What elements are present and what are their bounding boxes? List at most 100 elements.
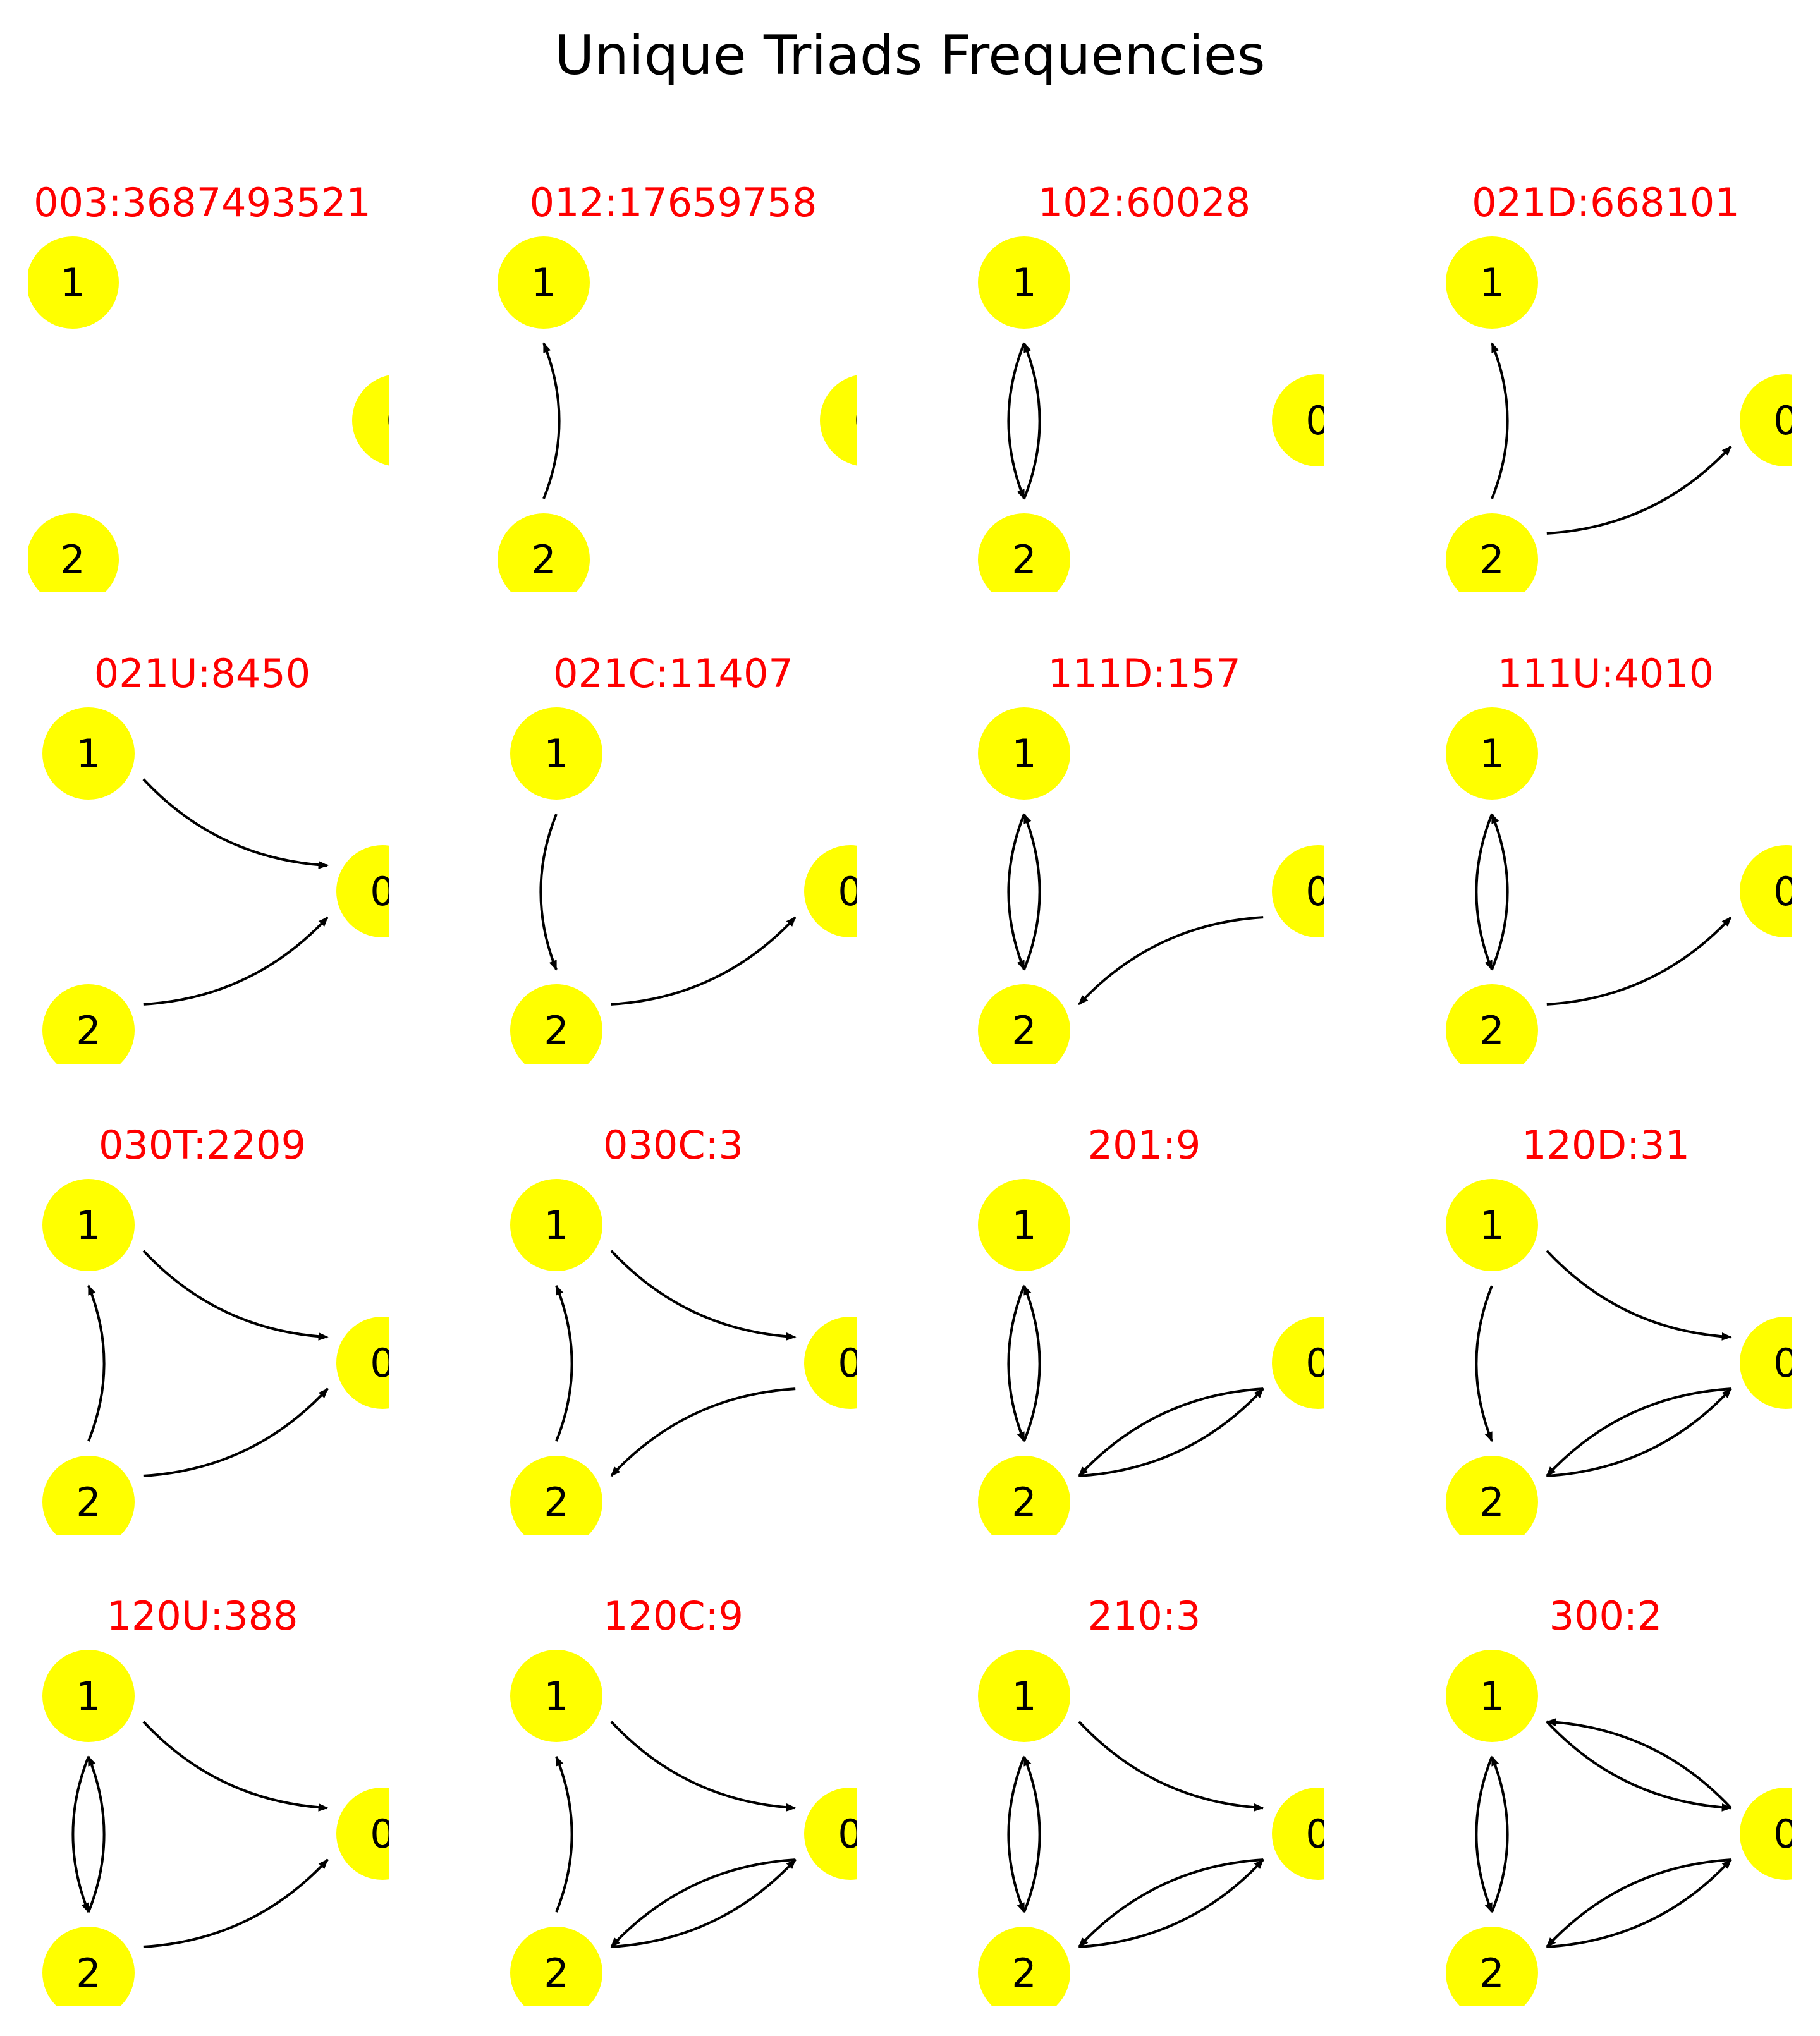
panel-title: 120U:388 xyxy=(107,1593,298,1639)
node-2 xyxy=(510,984,602,1064)
node-1-label: 1 xyxy=(544,731,568,777)
edge-0-to-2 xyxy=(1546,1858,1731,1948)
panel-title: 201:9 xyxy=(1088,1122,1201,1168)
node-2 xyxy=(1446,513,1538,592)
node-1 xyxy=(978,707,1070,800)
edge-1-to-2 xyxy=(1007,1756,1025,1913)
node-0-label: 0 xyxy=(838,1811,862,1857)
edge-1-to-0 xyxy=(610,1250,797,1341)
edge-1-to-0 xyxy=(610,1721,797,1812)
node-2 xyxy=(1446,1927,1538,2006)
edge-1-to-0 xyxy=(1546,1721,1732,1812)
node-0 xyxy=(1272,1317,1324,1409)
node-2-label: 2 xyxy=(1011,1479,1036,1525)
node-2 xyxy=(978,1456,1070,1535)
node-2 xyxy=(978,513,1070,592)
node-2-label: 2 xyxy=(1479,1008,1504,1054)
triad-panel: 120D:31 0 1 2 xyxy=(1446,1122,1798,1535)
node-2 xyxy=(498,513,590,592)
node-1 xyxy=(510,1179,602,1271)
node-2-label: 2 xyxy=(1479,537,1504,583)
triad-panel: 021D:668101 0 1 2 xyxy=(1446,180,1798,592)
node-1-label: 1 xyxy=(76,731,101,777)
panel-title: 012:17659758 xyxy=(530,180,817,226)
panel-title: 120D:31 xyxy=(1522,1122,1690,1168)
node-0 xyxy=(1740,1317,1792,1409)
node-2-label: 2 xyxy=(544,1008,568,1054)
node-2-label: 2 xyxy=(1479,1950,1504,1996)
edge-2-to-0 xyxy=(1546,1858,1732,1948)
node-2-label: 2 xyxy=(76,1950,101,1996)
node-0 xyxy=(1740,845,1792,937)
node-2 xyxy=(42,984,135,1064)
edge-2-to-1 xyxy=(1491,813,1509,970)
node-1 xyxy=(1446,236,1538,329)
node-0-label: 0 xyxy=(1773,1340,1798,1386)
triad-panel: 201:9 0 1 2 xyxy=(978,1122,1324,1535)
node-2 xyxy=(42,1927,135,2006)
edge-2-to-0 xyxy=(143,1858,329,1948)
node-1 xyxy=(498,236,590,329)
panel-title: 111D:157 xyxy=(1047,650,1240,697)
node-1-label: 1 xyxy=(76,1673,101,1719)
node-2 xyxy=(28,513,119,592)
node-1-label: 1 xyxy=(1479,731,1504,777)
triad-panel: 111U:4010 0 1 2 xyxy=(1446,650,1792,1064)
node-0 xyxy=(1740,1788,1792,1880)
node-2 xyxy=(978,1927,1070,2006)
edge-1-to-2 xyxy=(1475,814,1493,971)
node-2-label: 2 xyxy=(1011,1950,1036,1996)
edge-2-to-1 xyxy=(1023,1284,1041,1442)
node-0 xyxy=(1272,845,1324,937)
node-0-label: 0 xyxy=(1773,398,1798,444)
edge-1-to-0 xyxy=(142,1250,329,1341)
triad-panel: 102:60028 0 1 2 xyxy=(978,180,1330,592)
panel-title: 102:60028 xyxy=(1038,180,1250,226)
edge-2-to-1 xyxy=(1491,342,1509,499)
edge-0-to-2 xyxy=(1078,1858,1264,1948)
node-1-label: 1 xyxy=(76,1202,101,1248)
edge-1-to-2 xyxy=(1475,1756,1493,1913)
node-0 xyxy=(1740,374,1792,466)
edge-2-to-0 xyxy=(1546,1387,1732,1477)
panel-title: 210:3 xyxy=(1088,1593,1201,1639)
node-1 xyxy=(42,707,135,800)
panel-title: 120C:9 xyxy=(603,1593,743,1639)
panel-title: 300:2 xyxy=(1549,1593,1663,1639)
triad-panel: 210:3 0 1 2 xyxy=(978,1593,1330,2006)
node-0 xyxy=(336,1788,389,1880)
node-2-label: 2 xyxy=(76,1479,101,1525)
node-2 xyxy=(42,1456,135,1535)
triad-panel: 120U:388 0 1 2 xyxy=(42,1593,389,2006)
edge-2-to-1 xyxy=(1023,813,1041,970)
node-1 xyxy=(28,236,119,329)
node-1-label: 1 xyxy=(1011,260,1036,306)
node-0-label: 0 xyxy=(838,869,862,915)
edge-1-to-2 xyxy=(1007,343,1025,500)
edge-2-to-0 xyxy=(1546,445,1732,535)
panel-title: 003:3687493521 xyxy=(34,180,371,226)
edge-2-to-0 xyxy=(143,1387,329,1477)
node-2-label: 2 xyxy=(76,1008,101,1054)
node-0 xyxy=(1272,374,1324,466)
triad-panel: 021U:8450 0 1 2 xyxy=(42,650,389,1064)
panel-title: 111U:4010 xyxy=(1498,650,1714,697)
panel-title: 030C:3 xyxy=(603,1122,743,1168)
node-1 xyxy=(510,1650,602,1742)
node-0-label: 0 xyxy=(1305,1811,1330,1857)
edge-2-to-0 xyxy=(143,916,329,1006)
node-2-label: 2 xyxy=(544,1950,568,1996)
edge-1-to-2 xyxy=(539,814,558,971)
edge-0-to-2 xyxy=(1078,1387,1264,1477)
triad-panel: 030C:3 0 1 2 xyxy=(510,1122,857,1535)
panel-title: 021D:668101 xyxy=(1472,180,1740,226)
panel-title: 021U:8450 xyxy=(94,650,310,697)
node-1-label: 1 xyxy=(60,260,85,306)
figure-title: Unique Triads Frequencies xyxy=(554,24,1266,87)
node-0 xyxy=(804,1317,857,1409)
node-1 xyxy=(510,707,602,800)
node-0-label: 0 xyxy=(1305,398,1330,444)
node-0-label: 0 xyxy=(1773,1811,1798,1857)
node-1 xyxy=(42,1179,135,1271)
